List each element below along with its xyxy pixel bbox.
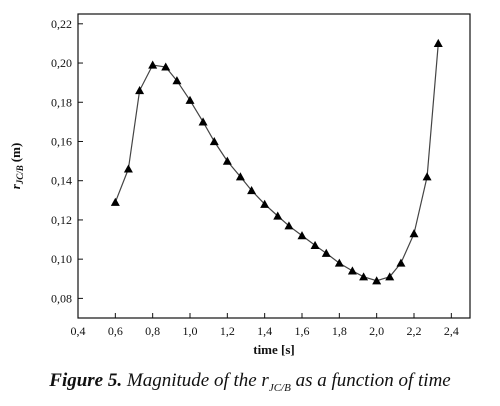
- data-point: [222, 156, 232, 165]
- x-tick-label: 2,4: [444, 324, 459, 338]
- data-point: [284, 221, 294, 230]
- chart: 0,4 0,6 0,8 1,0 1,2 1,4 1,6 1,8 2,0 2,2 2,4 0,08 0,1…: [8, 13, 471, 357]
- x-tick-label: 1,4: [257, 324, 272, 338]
- y-axis-unit: (m): [8, 143, 23, 163]
- x-tick-label: 2,0: [369, 324, 384, 338]
- plot-frame: [77, 13, 471, 319]
- ticks: 0,4 0,6 0,8 1,0 1,2 1,4 1,6 1,8 2,0 2,2 2,4 0,08 0,1…: [51, 17, 459, 338]
- y-tick-label: 0,18: [51, 95, 72, 109]
- data-point: [321, 248, 331, 257]
- x-tick-label: 0,6: [108, 324, 123, 338]
- figure-label: Figure 5.: [49, 370, 123, 391]
- data-point: [135, 85, 145, 95]
- data-point: [247, 186, 257, 195]
- x-tick-label: 0,8: [145, 324, 160, 338]
- data-point: [409, 229, 419, 238]
- data-point: [396, 258, 406, 267]
- caption-text-after: as a function of time: [295, 370, 451, 391]
- data-point: [198, 117, 208, 126]
- caption-subscript: JC/B: [268, 381, 291, 394]
- y-tick-label: 0,14: [51, 174, 72, 188]
- data-point: [110, 197, 120, 206]
- data-point: [347, 266, 357, 275]
- data-point: [359, 272, 369, 281]
- data-point: [161, 62, 171, 71]
- series-line-0: [114, 43, 439, 282]
- y-axis-symbol: r: [8, 183, 23, 189]
- axes: [77, 13, 471, 319]
- data-point: [334, 258, 344, 267]
- data-point: [273, 211, 283, 220]
- figure-caption: Figure 5. Magnitude of the rJC/B as a fu…: [0, 370, 500, 394]
- data-point: [385, 272, 395, 281]
- x-axis-title: time [s]: [253, 342, 295, 357]
- x-tick-label: 1,0: [183, 324, 198, 338]
- data-point: [123, 164, 133, 173]
- data-point: [260, 199, 270, 208]
- y-tick-label: 0,12: [51, 213, 72, 227]
- data-point: [209, 136, 219, 146]
- data-point: [310, 240, 320, 250]
- y-tick-label: 0,08: [51, 291, 72, 305]
- y-tick-label: 0,20: [51, 56, 72, 70]
- data-point: [185, 95, 195, 104]
- y-axis-subscript: JC/B: [15, 165, 25, 185]
- x-tick-label: 1,8: [332, 324, 347, 338]
- data-point: [433, 38, 443, 48]
- y-tick-label: 0,22: [51, 17, 72, 31]
- caption-text-before: Magnitude of the r: [126, 370, 269, 391]
- x-tick-label: 0,4: [71, 324, 86, 338]
- data-point: [172, 76, 182, 85]
- data-point: [372, 276, 382, 285]
- x-tick-label: 2,2: [407, 324, 422, 338]
- x-tick-label: 1,6: [295, 324, 310, 338]
- data-point: [235, 172, 245, 181]
- series: [110, 38, 443, 285]
- y-axis-title: rJC/B (m): [8, 143, 25, 190]
- data-point: [148, 60, 158, 69]
- data-point: [422, 172, 432, 181]
- y-tick-label: 0,10: [51, 252, 72, 266]
- y-tick-label: 0,16: [51, 134, 72, 148]
- x-tick-label: 1,2: [220, 324, 235, 338]
- data-point: [297, 231, 307, 240]
